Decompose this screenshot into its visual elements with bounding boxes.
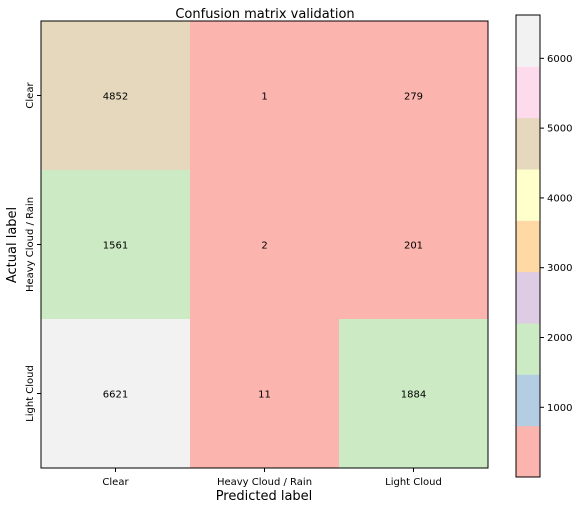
heatmap-cell xyxy=(41,21,191,171)
heatmap-cell xyxy=(339,319,489,469)
colorbar-segment xyxy=(516,66,540,119)
heatmap-cell xyxy=(190,319,340,469)
cell-value-label: 11 xyxy=(258,390,271,401)
heatmap-cell xyxy=(41,170,191,320)
cell-value-label: 2 xyxy=(261,241,267,252)
colorbar-segment xyxy=(516,425,540,478)
y-tick-label: Heavy Cloud / Rain xyxy=(25,197,36,292)
cell-value-label: 4852 xyxy=(103,92,128,103)
chart-title: Confusion matrix validation xyxy=(175,7,354,22)
colorbar-segment xyxy=(516,323,540,375)
cell-value-label: 1 xyxy=(261,92,267,103)
cell-value-labels: 4852 1 279 1561 2 201 6621 11 1884 xyxy=(103,92,426,401)
y-tick-label: Light Cloud xyxy=(25,365,36,422)
x-axis-ticks: Clear Heavy Cloud / Rain Light Cloud xyxy=(102,468,442,488)
heatmap-cell xyxy=(339,170,489,320)
colorbar-segment xyxy=(516,117,540,170)
x-tick-label: Clear xyxy=(102,477,129,488)
cell-value-label: 279 xyxy=(404,92,423,103)
cell-value-label: 201 xyxy=(404,241,423,252)
heatmap-cell xyxy=(41,319,191,469)
x-tick-label: Heavy Cloud / Rain xyxy=(217,477,312,488)
colorbar-tick-label: 2000 xyxy=(547,333,572,344)
cell-value-label: 1561 xyxy=(103,241,128,252)
colorbar-segment xyxy=(516,15,540,67)
colorbar-segment xyxy=(516,271,540,324)
colorbar-tick-label: 1000 xyxy=(547,403,572,414)
cell-value-label: 6621 xyxy=(103,390,128,401)
colorbar-segment xyxy=(516,220,540,273)
colorbar-tick-label: 3000 xyxy=(547,263,572,274)
heatmap-cell xyxy=(190,170,340,320)
y-axis-label: Actual label xyxy=(5,207,20,283)
colorbar-ticks: 1000 2000 3000 4000 5000 6000 xyxy=(540,54,572,414)
heatmap-cell xyxy=(339,21,489,171)
colorbar-segment xyxy=(516,169,540,221)
y-tick-label: Clear xyxy=(25,82,36,109)
colorbar-frame xyxy=(515,14,541,478)
cell-value-label: 1884 xyxy=(401,390,426,401)
colorbar xyxy=(516,15,540,478)
colorbar-segment xyxy=(516,374,540,427)
heatmap-cell xyxy=(190,21,340,171)
x-tick-label: Light Cloud xyxy=(385,477,442,488)
colorbar-tick-label: 4000 xyxy=(547,193,572,204)
colorbar-tick-label: 6000 xyxy=(547,54,572,65)
heatmap-cells xyxy=(41,21,489,469)
x-axis-label: Predicted label xyxy=(216,489,313,504)
y-axis-ticks: Clear Heavy Cloud / Rain Light Cloud xyxy=(25,82,41,422)
colorbar-tick-label: 5000 xyxy=(547,124,572,135)
